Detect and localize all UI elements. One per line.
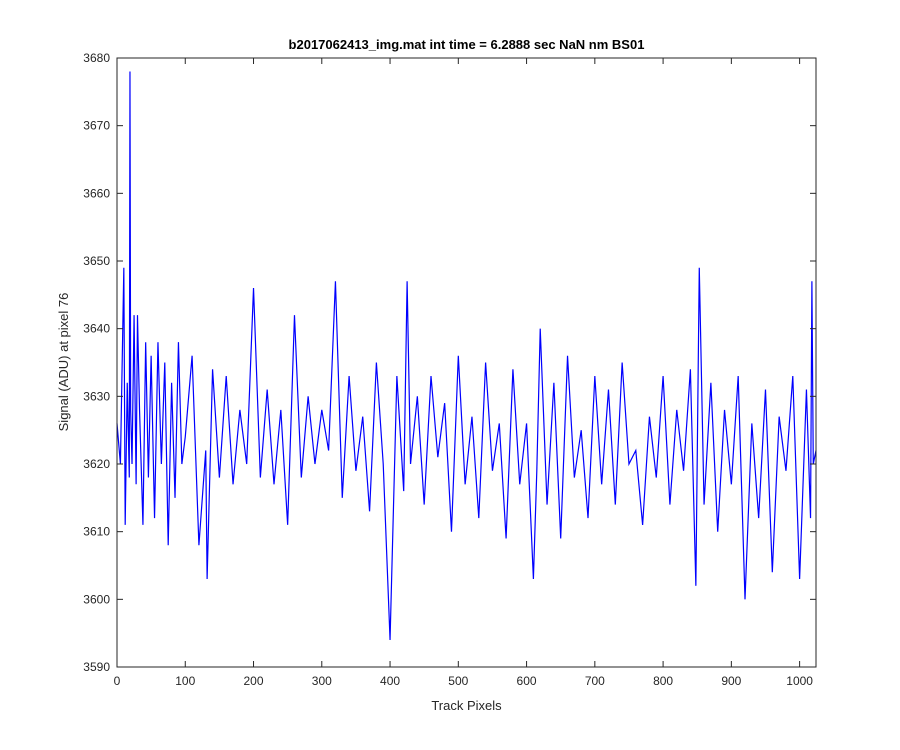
x-tick-label: 400 [380, 674, 400, 688]
x-tick-label: 0 [114, 674, 121, 688]
plot-frame [116, 57, 817, 668]
y-tick-label: 3670 [83, 119, 110, 133]
y-tick-label: 3620 [83, 457, 110, 471]
y-tick-label: 3640 [83, 322, 110, 336]
chart-title: b2017062413_img.mat int time = 6.2888 se… [289, 37, 645, 52]
x-axis-label: Track Pixels [431, 698, 502, 713]
x-tick-label: 300 [312, 674, 332, 688]
y-tick-label: 3610 [83, 525, 110, 539]
y-axis-label: Signal (ADU) at pixel 76 [56, 293, 71, 432]
x-tick-label: 600 [517, 674, 537, 688]
signal-series-line [116, 71, 817, 640]
y-tick-label: 3680 [83, 51, 110, 65]
x-tick-label: 800 [653, 674, 673, 688]
x-tick-label: 1000 [786, 674, 813, 688]
y-tick-label: 3650 [83, 254, 110, 268]
y-tick-label: 3590 [83, 660, 110, 674]
x-tick-label: 700 [585, 674, 605, 688]
tick-layer: 0 100 200 300 400 500 600 700 800 900 1000 3590 3600… [83, 51, 816, 688]
x-tick-label: 200 [244, 674, 264, 688]
x-tick-label: 900 [721, 674, 741, 688]
data-layer [116, 71, 817, 640]
y-tick-label: 3600 [83, 592, 110, 606]
y-tick-label: 3660 [83, 186, 110, 200]
x-tick-label: 500 [448, 674, 468, 688]
plot-area [117, 58, 816, 667]
y-tick-label: 3630 [83, 389, 110, 403]
x-tick-label: 100 [175, 674, 195, 688]
